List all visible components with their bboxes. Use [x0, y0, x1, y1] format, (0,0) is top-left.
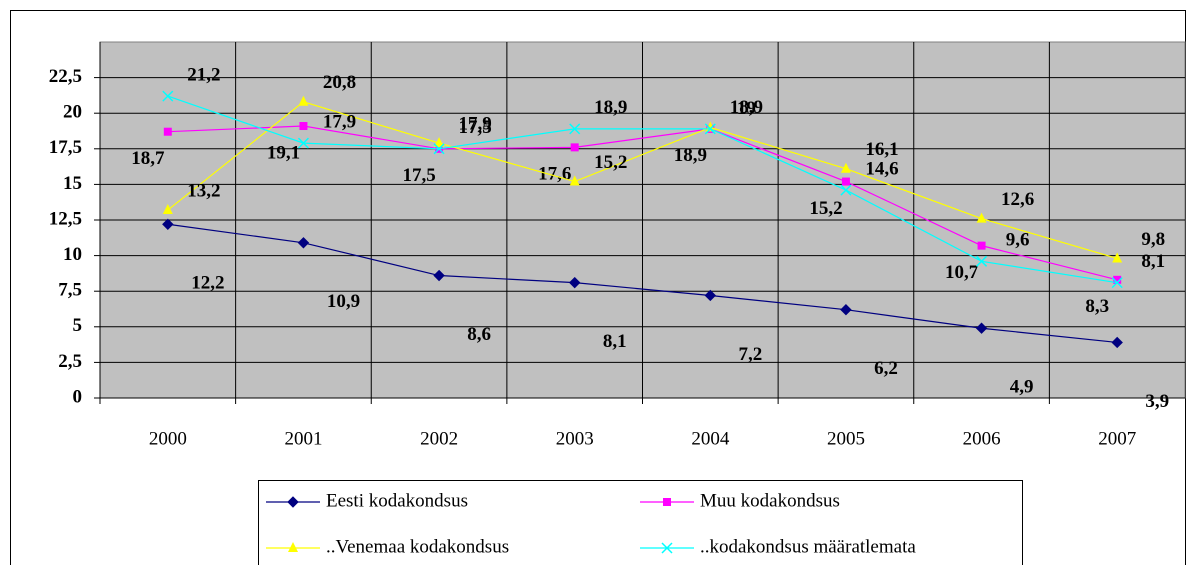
data-label: 8,3: [1085, 296, 1109, 317]
data-label: 4,9: [1010, 377, 1034, 398]
marker: [434, 137, 445, 148]
marker: [840, 162, 851, 173]
marker: [976, 255, 988, 267]
data-label: 9,6: [1006, 230, 1030, 251]
marker: [162, 218, 174, 230]
marker: [975, 322, 988, 334]
marker: [1112, 252, 1123, 263]
marker: [298, 95, 309, 106]
y-tick-label: 2,5: [58, 351, 82, 372]
marker: [840, 304, 852, 316]
marker: [1113, 275, 1122, 284]
legend-label: Muu kodakondsus: [700, 490, 840, 511]
marker: [840, 184, 852, 196]
marker: [569, 123, 581, 135]
x-tick-label: 2004: [691, 428, 730, 449]
data-label: 17,9: [458, 113, 491, 134]
y-tick-label: 7,5: [58, 280, 82, 301]
marker: [704, 123, 716, 135]
marker: [704, 289, 717, 302]
marker: [569, 175, 580, 186]
data-label: 8,1: [603, 331, 627, 352]
x-tick-label: 2000: [149, 428, 187, 449]
data-label: 10,7: [945, 262, 979, 283]
marker: [297, 237, 310, 249]
marker: [570, 143, 579, 152]
y-tick-label: 5: [73, 315, 83, 336]
legend-label: ..Venemaa kodakondsus: [326, 536, 509, 557]
series-line: [167, 125, 1118, 281]
data-label: 17,5: [458, 117, 491, 138]
data-label: 19: [737, 98, 756, 119]
marker: [433, 269, 445, 282]
marker: [288, 542, 298, 552]
x-tick-label: 2001: [284, 428, 322, 449]
data-label: 7,2: [738, 344, 762, 365]
series-line: [167, 95, 1118, 284]
marker: [162, 204, 173, 215]
data-label: 3,9: [1145, 391, 1169, 412]
data-label: 12,6: [1001, 189, 1034, 210]
marker: [663, 498, 671, 506]
data-label: 9,8: [1141, 229, 1165, 250]
x-tick-label: 2003: [556, 428, 594, 449]
marker: [977, 241, 986, 250]
data-label: 10,9: [327, 291, 360, 312]
y-tick-label: 22,5: [49, 66, 82, 87]
marker: [163, 127, 172, 136]
y-tick-label: 15: [63, 173, 82, 194]
data-label: 18,9: [730, 97, 763, 118]
data-label: 17,9: [323, 111, 356, 132]
y-tick-label: 17,5: [49, 137, 82, 158]
data-label: 15,2: [809, 198, 842, 219]
marker: [299, 122, 308, 131]
series-line: [167, 223, 1118, 344]
x-tick-label: 2005: [827, 428, 865, 449]
marker: [841, 177, 850, 186]
data-label: 8,6: [467, 324, 491, 345]
x-tick-label: 2002: [420, 428, 458, 449]
data-label: 18,7: [131, 148, 165, 169]
marker: [661, 542, 673, 554]
y-tick-label: 0: [73, 386, 83, 407]
data-label: 18,9: [674, 145, 707, 166]
data-label: 15,2: [594, 152, 627, 173]
legend-label: ..kodakondsus määratlemata: [700, 536, 916, 557]
marker: [1111, 277, 1123, 289]
marker: [287, 496, 299, 508]
data-label: 14,6: [865, 158, 898, 179]
y-tick-label: 12,5: [49, 208, 82, 229]
data-label: 18,9: [594, 97, 627, 118]
data-label: 13,2: [187, 180, 220, 201]
marker: [162, 90, 174, 102]
marker: [1111, 336, 1123, 349]
y-tick-label: 10: [63, 244, 82, 265]
data-label: 17,6: [538, 164, 571, 185]
data-label: 20,8: [323, 72, 356, 93]
data-label: 17,5: [402, 165, 435, 186]
marker: [568, 276, 581, 289]
legend-label: Eesti kodakondsus: [326, 490, 468, 511]
series-line: [167, 101, 1118, 260]
data-label: 8,1: [1141, 251, 1165, 272]
data-label: 12,2: [191, 273, 224, 294]
marker: [433, 143, 445, 155]
x-tick-label: 2006: [963, 428, 1001, 449]
data-label: 19,1: [267, 142, 300, 163]
data-label: 6,2: [874, 358, 898, 379]
marker: [976, 212, 987, 223]
legend-box: [258, 480, 1023, 565]
x-tick-label: 2007: [1098, 428, 1136, 449]
data-label: 16,1: [865, 139, 898, 160]
y-tick-label: 20: [63, 102, 82, 123]
marker: [297, 137, 309, 149]
data-label: 21,2: [187, 64, 220, 85]
